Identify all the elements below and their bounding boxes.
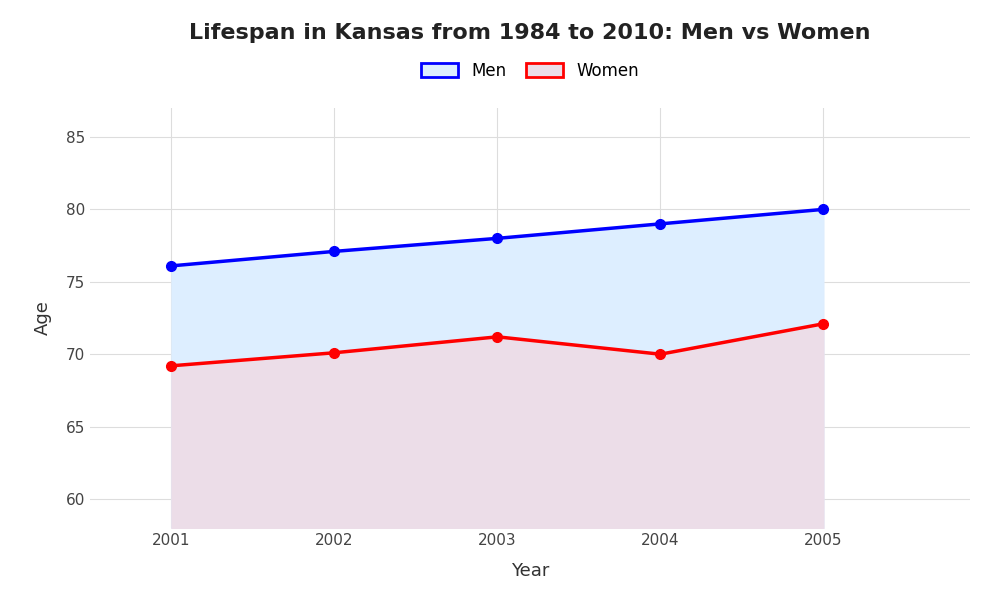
Legend: Men, Women: Men, Women	[421, 62, 639, 80]
X-axis label: Year: Year	[511, 562, 549, 580]
Title: Lifespan in Kansas from 1984 to 2010: Men vs Women: Lifespan in Kansas from 1984 to 2010: Me…	[189, 23, 871, 43]
Y-axis label: Age: Age	[34, 301, 52, 335]
